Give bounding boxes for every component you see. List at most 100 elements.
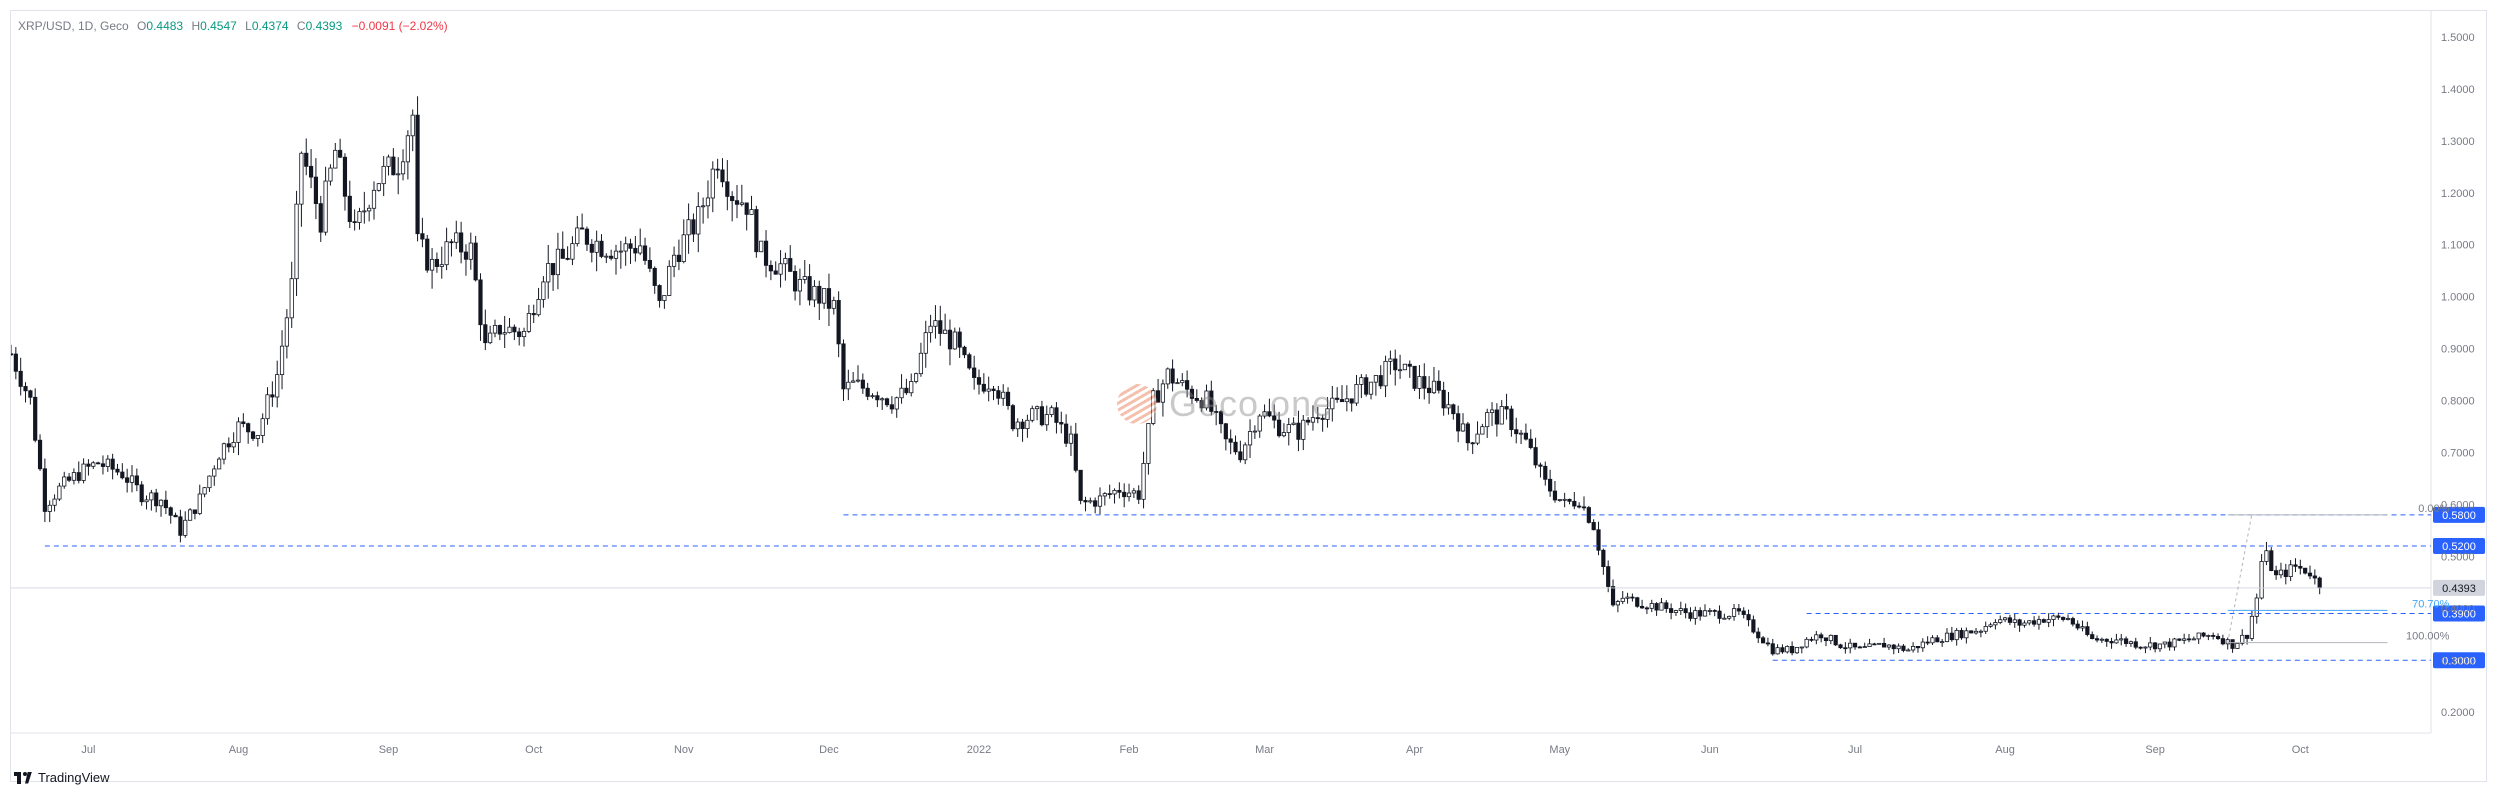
candle-body <box>37 439 43 470</box>
candle-body <box>1654 603 1659 611</box>
candle-body <box>1896 645 1901 650</box>
candle-body <box>1475 433 1480 444</box>
candle-body <box>1044 414 1049 426</box>
candle-body <box>2230 639 2235 649</box>
candle-body <box>1049 407 1054 415</box>
candle-body <box>2303 567 2308 574</box>
candle-body <box>618 250 623 253</box>
price-tick-label: 0.3000 <box>2441 655 2475 667</box>
watermark-text: Geco.one <box>1169 383 1334 424</box>
candle-body <box>415 114 420 235</box>
high-value: 0.4547 <box>200 19 237 33</box>
candle-body <box>928 325 933 334</box>
level-badge-label: 0.3000 <box>2442 655 2476 667</box>
candle-body <box>328 167 333 182</box>
candle-body <box>972 367 977 378</box>
candle-body <box>550 263 556 276</box>
candle-body <box>2027 620 2032 624</box>
candle-body <box>1930 637 1935 644</box>
open-value: 0.4483 <box>146 19 184 33</box>
tradingview-logo-icon <box>14 771 32 784</box>
candle-body <box>1364 377 1369 395</box>
chart-frame[interactable]: 0.5800 0.5200 0.3900 0.3000 0.4393 0.00% 70.7… <box>10 10 2487 782</box>
candle-body <box>62 476 67 487</box>
candle-body <box>1591 522 1596 531</box>
candle-body <box>110 458 115 470</box>
candle-body <box>1214 411 1219 413</box>
candle-body <box>362 210 367 213</box>
candle-body <box>2090 634 2095 640</box>
candle-body <box>1581 506 1587 509</box>
price-chart[interactable]: 0.5800 0.5200 0.3900 0.3000 0.4393 0.00% 70.7… <box>11 11 2488 783</box>
candle-body <box>1906 649 1911 652</box>
candle-body <box>1867 643 1872 648</box>
candle-body <box>1325 408 1330 420</box>
candle-body <box>231 442 236 448</box>
candle-body <box>2065 618 2071 620</box>
candle-body <box>221 443 227 460</box>
candle-body <box>405 135 410 163</box>
candle-body <box>773 270 778 275</box>
candle-body <box>381 165 386 185</box>
symbol-label[interactable]: XRP/USD, 1D, Geco <box>18 19 129 33</box>
candle-body <box>1383 360 1388 387</box>
candle-body <box>884 398 890 406</box>
candle-body <box>1543 465 1548 480</box>
candle-body <box>2017 619 2022 626</box>
candle-body <box>28 390 33 398</box>
candle-body <box>1799 646 1804 649</box>
candle-body <box>1485 412 1490 428</box>
candle-body <box>701 205 706 208</box>
candle-body <box>1489 409 1495 413</box>
candle-body <box>449 241 454 244</box>
candle-body <box>13 353 18 372</box>
candle-body <box>851 380 856 383</box>
level-badge <box>2433 605 2485 622</box>
candle-body <box>976 377 982 385</box>
candle-body <box>1131 490 1136 494</box>
candle-body <box>991 388 996 392</box>
candle-body <box>2288 564 2293 578</box>
candle-body <box>1959 630 1964 639</box>
candle-body <box>1765 642 1771 645</box>
tradingview-footer[interactable]: TradingView <box>14 770 110 785</box>
candle-body <box>1548 478 1553 492</box>
price-axis: 0.2000 0.3000 0.4000 0.5000 0.6000 0.7000 0.80… <box>2441 32 2475 719</box>
candle-body <box>541 281 546 300</box>
candle-body <box>763 240 769 266</box>
candle-body <box>1020 421 1025 430</box>
candle-body <box>1756 631 1761 639</box>
candle-body <box>705 197 711 207</box>
candle-body <box>323 180 328 233</box>
candle-body <box>1557 499 1562 501</box>
candle-body <box>1823 637 1829 642</box>
candle-body <box>526 313 531 332</box>
candle-body <box>1233 441 1238 453</box>
open-label: O <box>137 19 147 33</box>
candle-body <box>1741 610 1746 615</box>
price-tick-label: 0.2000 <box>2441 707 2475 719</box>
candle-body <box>1339 399 1345 403</box>
candle-body <box>918 352 924 375</box>
candle-body <box>144 499 149 503</box>
time-tick-label: Jul <box>81 744 95 756</box>
price-tick-label: 1.1000 <box>2441 240 2475 252</box>
candle-body <box>1272 415 1277 421</box>
time-tick-label: Dec <box>819 744 839 756</box>
candle-body <box>1683 608 1688 614</box>
geco-logo-icon <box>1117 384 1157 424</box>
candle-body <box>642 245 648 261</box>
candle-body <box>2244 634 2250 639</box>
candle-body <box>2278 569 2284 576</box>
candle-body <box>396 173 401 176</box>
candle-body <box>2109 641 2114 644</box>
low-label: L <box>245 19 252 33</box>
candle-body <box>173 514 178 518</box>
candle-body <box>1146 423 1151 464</box>
candle-body <box>938 320 943 334</box>
fib-level-label: 0.00% <box>2418 503 2449 515</box>
time-tick-label: Feb <box>1120 744 1139 756</box>
candle-body <box>1078 469 1083 501</box>
candle-body <box>536 299 541 316</box>
candle-body <box>1431 380 1437 394</box>
